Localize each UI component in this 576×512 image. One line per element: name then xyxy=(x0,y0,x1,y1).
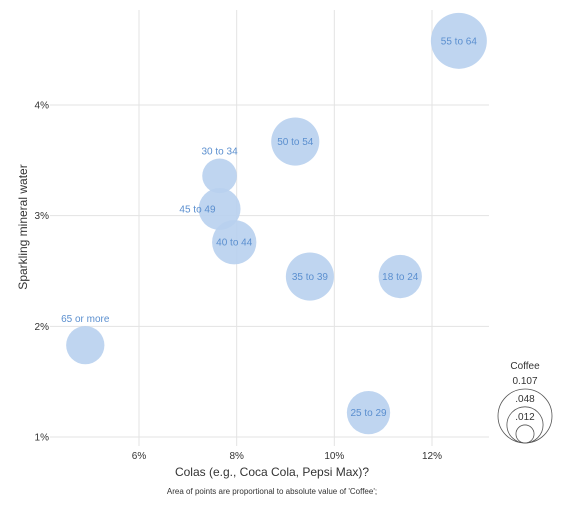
data-point xyxy=(198,188,241,230)
data-point xyxy=(202,158,237,194)
data-point xyxy=(346,390,391,435)
data-point xyxy=(66,326,105,365)
point-label: 50 to 54 xyxy=(277,137,314,148)
data-point xyxy=(430,12,487,69)
point-label: 35 to 39 xyxy=(292,272,329,283)
size-legend-title: Coffee xyxy=(510,361,540,372)
point-label: 18 to 24 xyxy=(382,272,419,283)
y-tick-label: 4% xyxy=(35,101,50,112)
grid-lines xyxy=(50,10,489,446)
point-label: 65 or more xyxy=(61,314,110,325)
data-point xyxy=(271,117,320,166)
x-tick-label: 6% xyxy=(132,451,147,462)
chart-note: Area of points are proportional to absol… xyxy=(167,487,377,496)
point-label: 40 to 44 xyxy=(216,238,253,249)
data-point xyxy=(285,252,334,301)
y-tick-label: 1% xyxy=(35,433,50,444)
data-point xyxy=(378,254,422,299)
x-tick-label: 12% xyxy=(422,451,442,462)
point-label: 25 to 29 xyxy=(350,408,387,419)
point-labels: 55 to 64 50 to 54 30 to 34 45 to 49 40 to 44… xyxy=(61,36,477,419)
y-tick-label: 3% xyxy=(35,211,50,222)
size-legend-label: 0.107 xyxy=(512,376,537,387)
size-legend-circle xyxy=(515,424,535,444)
x-axis-title: Colas (e.g., Coca Cola, Pepsi Max)? xyxy=(175,465,369,479)
point-label: 55 to 64 xyxy=(441,36,478,47)
size-legend-label: .012 xyxy=(515,412,535,423)
y-tick-label: 2% xyxy=(35,322,50,333)
data-points xyxy=(66,12,487,435)
point-label: 30 to 34 xyxy=(201,146,238,157)
size-legend: Coffee 0.107 .048 .012 xyxy=(497,361,553,444)
x-tick-label: 10% xyxy=(324,451,344,462)
data-point xyxy=(212,220,257,265)
x-tick-labels: 6% 8% 10% 12% xyxy=(132,451,442,462)
y-axis-title: Sparkling mineral water xyxy=(16,164,30,289)
point-label: 45 to 49 xyxy=(179,205,216,216)
size-legend-label: .048 xyxy=(515,394,535,405)
x-tick-label: 8% xyxy=(229,451,244,462)
y-tick-labels: 1% 2% 3% 4% xyxy=(35,101,50,444)
